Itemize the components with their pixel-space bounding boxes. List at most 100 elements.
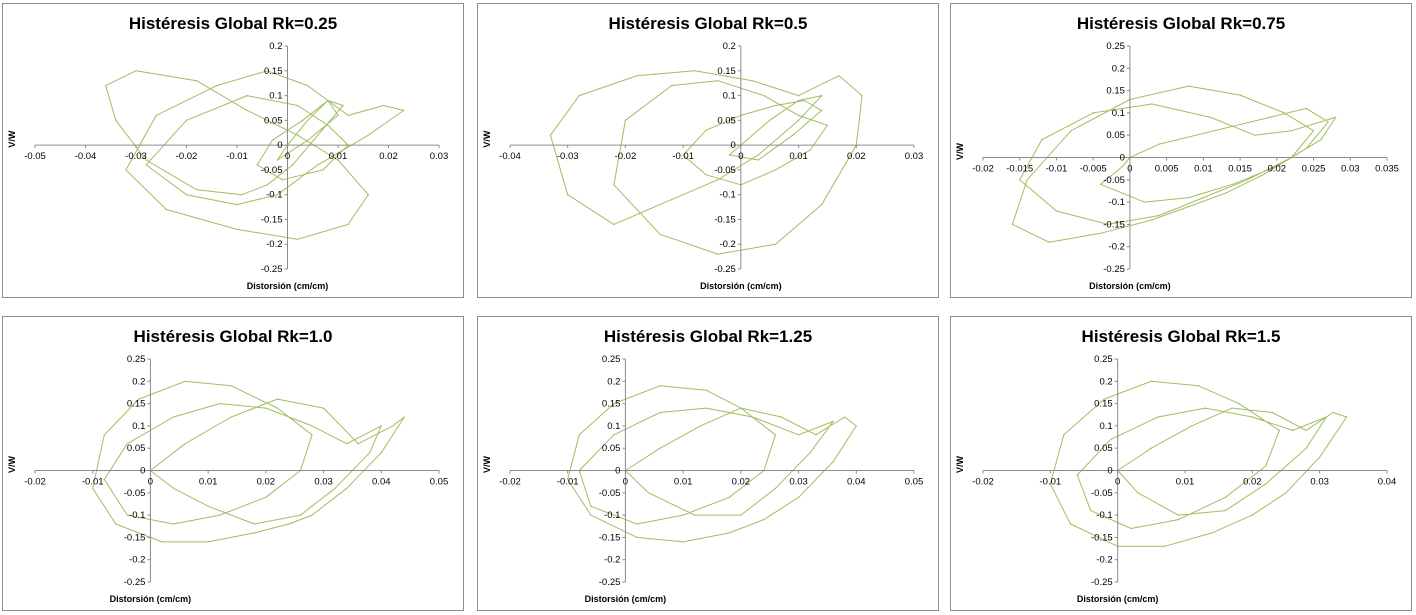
x-axis-label: Distorsión (cm/cm) [585,594,667,604]
x-tick-label: -0.02 [972,477,994,488]
x-tick-label: -0.01 [82,477,104,488]
data-point [276,398,278,400]
data-point [1332,411,1334,414]
data-point [1177,519,1179,521]
chart-title: Histéresis Global Rk=0.25 [129,14,337,33]
y-tick-label: 0.15 [264,66,283,77]
y-tick-label: -0.15 [1091,532,1113,543]
y-tick-label: 0.2 [607,376,620,387]
data-point [115,523,117,525]
data-point [647,492,650,494]
data-point [1305,107,1307,109]
chart-svg: Histéresis Global Rk=0.25 -0.05 -0.04 -0.03… [7,14,449,291]
data-point [821,95,823,97]
data-point [230,385,232,387]
x-tick-label: -0.02 [176,151,198,162]
data-point [1122,165,1124,167]
data-point [1103,398,1105,400]
data-point [763,519,765,521]
data-point [1261,174,1263,176]
data-point [1092,112,1094,114]
data-point [1151,219,1153,221]
y-tick-label: 0 [140,466,145,477]
y-tick-label: -0.1 [266,190,282,201]
x-tick-label: 0.03 [905,151,924,162]
chart-panel-1: Histéresis Global Rk=0.25 -0.05 -0.04 -0.03… [2,3,464,298]
y-tick-label: 0.1 [1099,421,1112,432]
y-tick-label: -0.15 [261,214,283,225]
data-point [671,85,673,87]
x-tick-label: -0.02 [615,151,637,162]
data-point [1076,474,1078,476]
y-tick-label: -0.2 [1109,242,1125,253]
data-point [821,204,823,206]
chart-panel-6: Histéresis Global Rk=1.5 -0.02 -0.01 0 0.01 0… [950,316,1412,611]
data-point [1049,483,1051,485]
x-tick-label: 0.01 [674,477,693,488]
chart-title: Histéresis Global Rk=1.0 [134,327,333,346]
chart-panel-2: Histéresis Global Rk=0.5 -0.04 -0.03 -0.02 -… [477,3,939,298]
data-point [1320,139,1322,141]
data-point [322,169,324,171]
y-axis-label: V/W [955,455,965,473]
data-point [682,514,684,516]
data-point [815,434,817,436]
y-tick-label: 0.05 [127,443,146,454]
data-point [636,536,638,538]
data-point [172,487,175,489]
x-tick-label: 0.03 [430,151,449,162]
data-point [184,380,186,382]
data-point [266,184,268,186]
data-point [1197,385,1200,387]
data-point [185,119,188,121]
chart-svg: Histéresis Global Rk=1.5 -0.02 -0.01 0 0.01 0… [955,327,1396,604]
data-point [126,443,128,445]
data-point [311,434,313,436]
x-tick-label: 0.03 [1310,477,1329,488]
data-point [1204,407,1206,409]
y-tick-label: 0.15 [1094,399,1113,410]
data-point [659,447,661,449]
data-point [1099,183,1102,185]
x-tick-label: -0.04 [75,151,97,162]
data-point [855,425,857,427]
data-point [1305,429,1307,431]
chart-svg: Histéresis Global Rk=1.25 -0.02 -0.01 0 0.01… [482,327,923,604]
x-axis-label: Distorsión (cm/cm) [1089,281,1171,291]
y-tick-label: 0.2 [269,41,282,52]
data-point [659,411,661,414]
data-point [740,407,742,409]
data-point [798,434,800,436]
data-point [216,85,218,87]
data-point [838,75,840,77]
data-point [757,154,759,156]
data-point [1224,510,1226,512]
data-point [297,238,299,240]
data-point [103,478,105,480]
data-point [1283,112,1285,114]
data-point [265,407,267,409]
data-point [774,243,777,245]
data-point [236,204,238,206]
data-point [1157,416,1159,418]
data-point [1251,416,1253,418]
data-point [1026,179,1028,181]
data-point [774,169,777,171]
x-tick-label: 0.02 [732,477,751,488]
data-point [165,208,167,211]
y-tick-label: 0.15 [127,399,146,410]
data-point [271,139,273,141]
data-point [1019,179,1021,181]
y-tick-label: 0 [1107,466,1112,477]
data-point [317,164,319,166]
x-tick-label: 0 [285,151,290,162]
x-tick-label: -0.01 [226,151,248,162]
data-point [1048,241,1050,243]
data-point [1055,210,1058,212]
data-point [346,443,348,445]
data-point [1150,447,1152,449]
data-point [1325,416,1327,418]
y-tick-label: -0.05 [1091,488,1113,499]
data-point [302,119,304,121]
data-point [115,119,117,121]
